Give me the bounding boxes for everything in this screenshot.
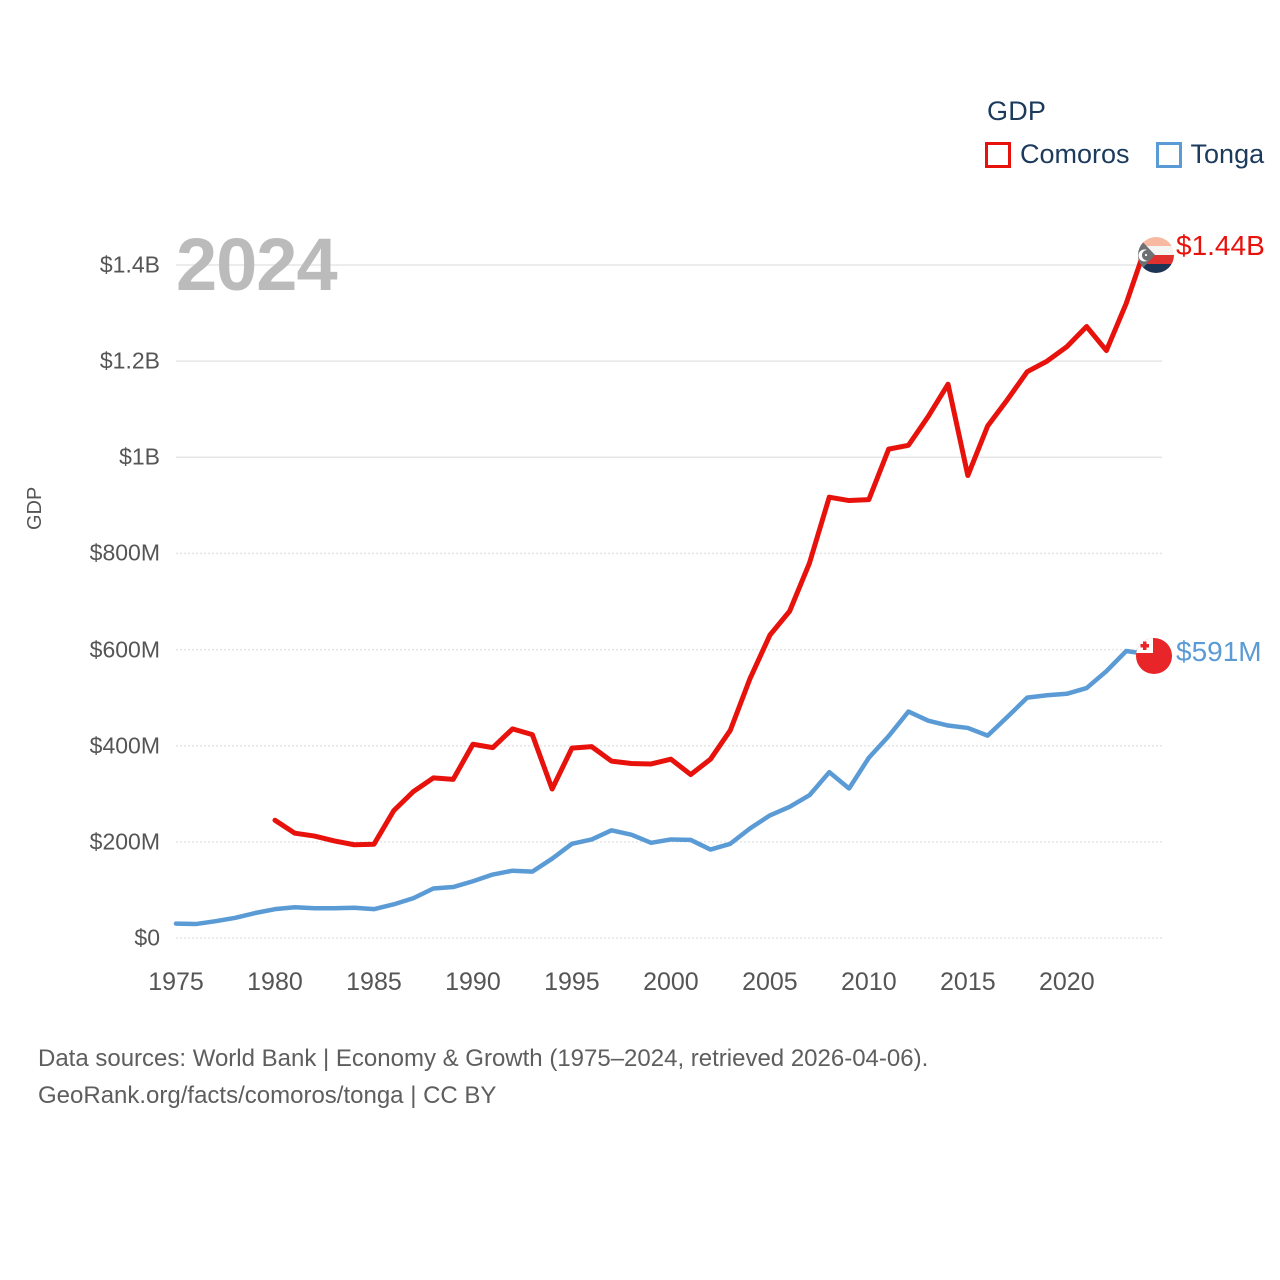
comoros-flag-icon — [1138, 237, 1174, 273]
y-axis-tick-labels: $0 $200M $400M $600M $800M $1B $1.2B $1.4B — [20, 0, 160, 1280]
y-tick-label: $800M — [89, 539, 160, 566]
y-tick-label: $1.2B — [99, 347, 160, 374]
x-tick-label: 1990 — [445, 968, 501, 996]
chart-footer: Data sources: World Bank | Economy & Gro… — [38, 1040, 928, 1114]
x-tick-label: 2015 — [940, 968, 996, 996]
endpoint-value-comoros: $1.44B — [1176, 230, 1265, 261]
x-tick-label: 1995 — [544, 968, 600, 996]
x-tick-label: 1975 — [148, 968, 204, 996]
legend-item-tonga[interactable]: Tonga — [1155, 139, 1265, 170]
year-watermark: 2024 — [176, 223, 338, 306]
x-tick-label: 2010 — [841, 968, 897, 996]
legend-item-comoros[interactable]: Comoros — [985, 139, 1130, 170]
x-tick-label: 1985 — [346, 968, 402, 996]
y-tick-label: $200M — [89, 828, 160, 855]
y-axis-title: GDP — [24, 486, 46, 530]
y-tick-label: $400M — [89, 732, 160, 759]
x-tick-label: 1980 — [247, 968, 303, 996]
footer-attribution: GeoRank.org/facts/comoros/tonga | CC BY — [38, 1082, 497, 1110]
legend-swatch-comoros — [985, 141, 1011, 168]
x-tick-label: 2005 — [742, 968, 798, 996]
y-tick-label: $1B — [119, 443, 160, 470]
x-tick-label: 2020 — [1039, 968, 1095, 996]
footer-data-sources: Data sources: World Bank | Economy & Gro… — [38, 1045, 929, 1072]
endpoint-value-tonga: $591M — [1176, 636, 1262, 667]
legend-swatch-tonga — [1155, 141, 1182, 168]
tonga-flag-icon — [1136, 638, 1172, 674]
chart-legend: GDP Comoros Tonga — [985, 96, 1265, 170]
y-tick-label: $1.4B — [99, 251, 160, 278]
y-tick-label: $0 — [134, 924, 160, 951]
x-tick-label: 2000 — [643, 968, 699, 996]
legend-label-comoros: Comoros — [1020, 139, 1130, 169]
legend-title: GDP — [987, 96, 1047, 126]
legend-label-tonga: Tonga — [1190, 139, 1265, 169]
y-tick-label: $600M — [89, 636, 160, 663]
